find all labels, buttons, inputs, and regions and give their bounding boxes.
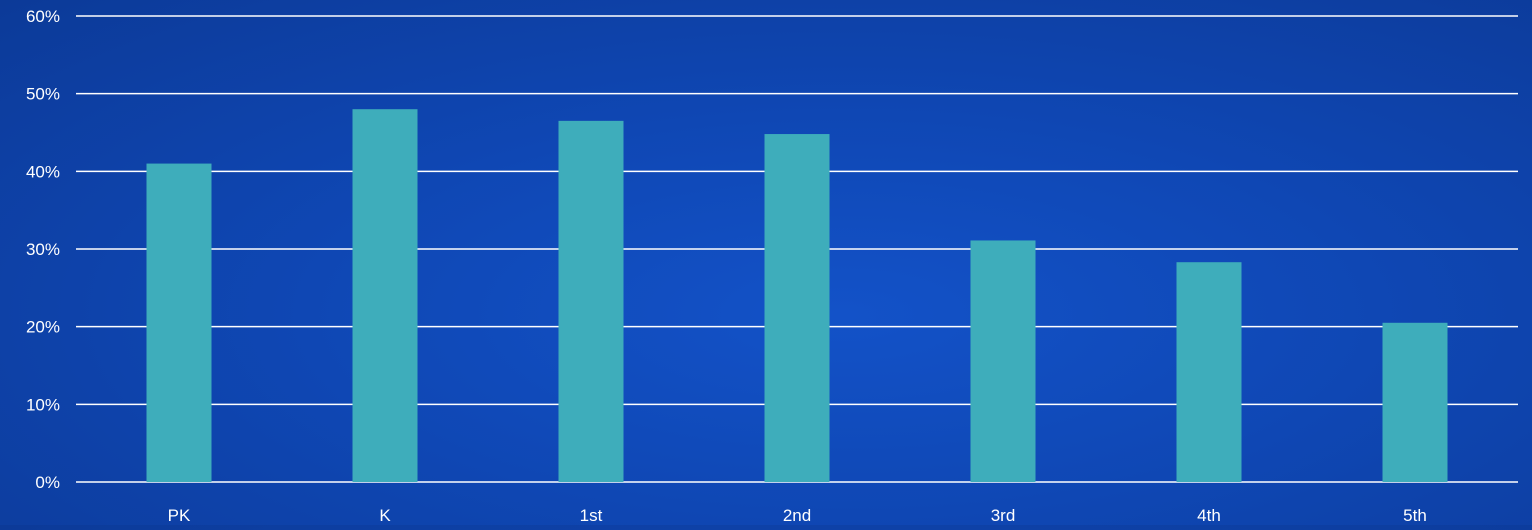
bar-2nd (764, 134, 830, 482)
x-tick-label: PK (168, 506, 191, 525)
bar-3rd (970, 240, 1036, 482)
y-tick-label: 60% (26, 7, 60, 26)
y-axis-tick-labels: 0% 10% 20% 30% 40% 50% 60% (26, 7, 60, 492)
x-tick-label: 4th (1197, 506, 1221, 525)
x-axis-tick-labels: PK K 1st 2nd 3rd 4th 5th (168, 506, 1427, 525)
bar-1st (558, 120, 624, 482)
y-tick-label: 0% (35, 473, 60, 492)
bars (146, 109, 1448, 483)
x-tick-label: 5th (1403, 506, 1427, 525)
x-tick-label: K (379, 506, 391, 525)
y-tick-label: 50% (26, 85, 60, 104)
bar-5th (1382, 322, 1448, 482)
y-tick-label: 10% (26, 395, 60, 414)
y-tick-label: 20% (26, 318, 60, 337)
y-tick-label: 40% (26, 162, 60, 181)
bar-k (352, 109, 418, 482)
x-tick-label: 3rd (991, 506, 1016, 525)
x-tick-label: 2nd (783, 506, 811, 525)
x-tick-label: 1st (580, 506, 603, 525)
bar-pk (146, 163, 212, 483)
bar-4th (1176, 262, 1242, 482)
y-tick-label: 30% (26, 240, 60, 259)
